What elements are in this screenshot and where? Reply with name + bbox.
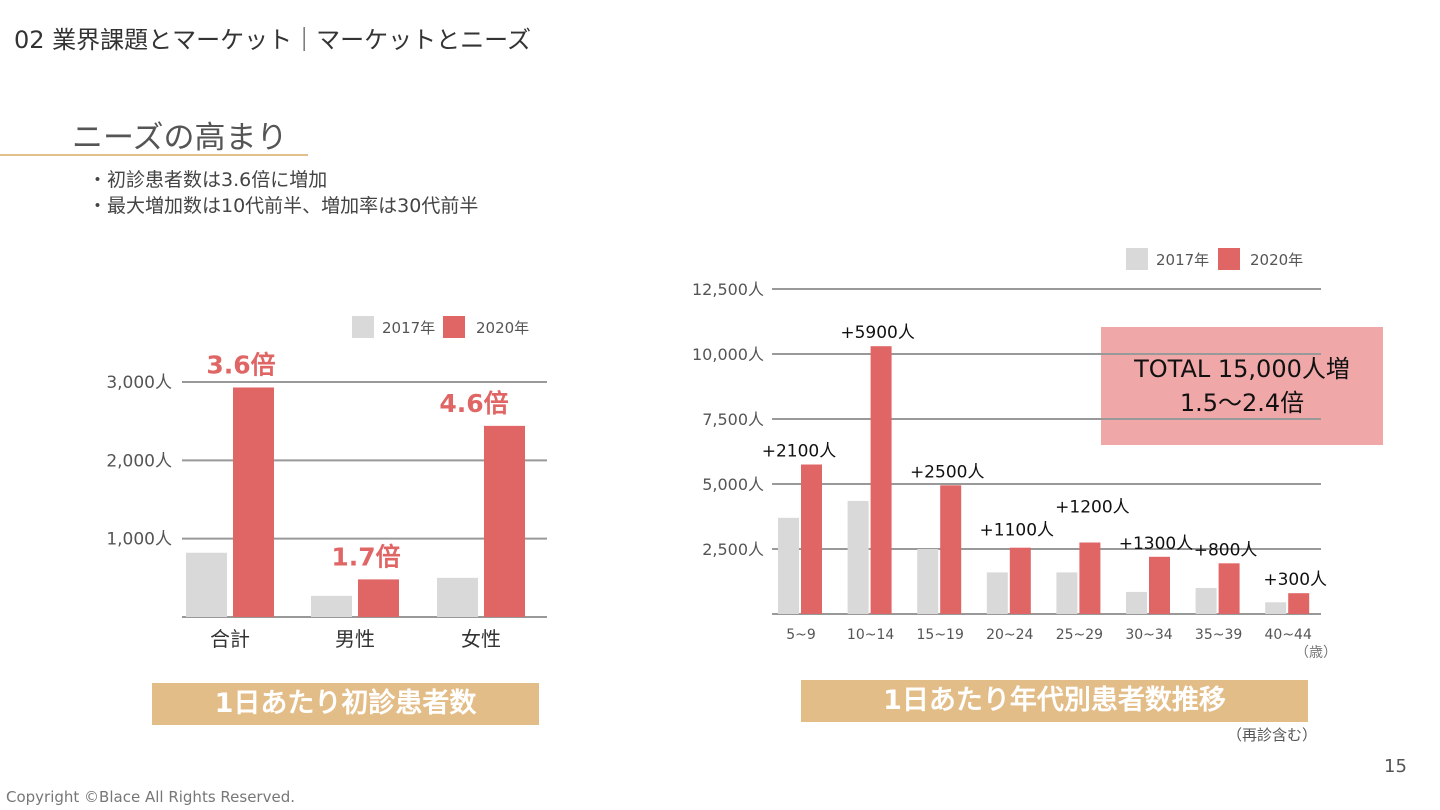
copyright: Copyright ©Blace All Rights Reserved. bbox=[6, 788, 295, 806]
caption-note: （再診含む） bbox=[1227, 726, 1318, 744]
caption-left: 1日あたり初診患者数 bbox=[152, 683, 539, 725]
right-bar-2017 bbox=[986, 572, 1008, 614]
right-x-tick-label: 10~14 bbox=[847, 627, 894, 643]
right-bar-2020 bbox=[1288, 593, 1310, 614]
right-y-tick-label: 5,000人 bbox=[702, 475, 764, 494]
right-increase-label: +1200人 bbox=[1055, 498, 1130, 518]
left-y-tick-label: 3,000人 bbox=[106, 373, 172, 393]
right-x-tick-label: 5~9 bbox=[786, 627, 816, 643]
right-x-tick-label: 25~29 bbox=[1056, 627, 1103, 643]
left-ratio-label: 3.6倍 bbox=[206, 350, 275, 379]
right-y-tick-label: 7,500人 bbox=[702, 410, 764, 429]
caption-right: 1日あたり年代別患者数推移 bbox=[801, 680, 1308, 722]
right-bar-2020 bbox=[1009, 547, 1031, 614]
left-x-tick-label: 合計 bbox=[210, 627, 250, 651]
right-bar-2017 bbox=[1056, 572, 1078, 614]
right-bar-2020 bbox=[940, 485, 962, 614]
right-x-tick-label: 20~24 bbox=[986, 627, 1033, 643]
right-bar-2020 bbox=[1218, 563, 1240, 614]
left-bar-2020 bbox=[484, 425, 525, 617]
left-y-tick-label: 1,000人 bbox=[106, 530, 172, 550]
left-bar-2020 bbox=[233, 387, 274, 617]
right-y-tick-label: 12,500人 bbox=[692, 280, 764, 299]
right-bar-2017 bbox=[1265, 602, 1287, 614]
right-legend-label-2017: 2017年 bbox=[1156, 251, 1209, 269]
right-x-tick-label: 30~34 bbox=[1125, 627, 1172, 643]
right-bar-2017 bbox=[778, 517, 799, 614]
right-increase-label: +1100人 bbox=[980, 521, 1055, 541]
right-increase-label: +2500人 bbox=[910, 462, 985, 482]
right-bar-2020 bbox=[1079, 542, 1101, 614]
right-bar-2017 bbox=[1126, 591, 1147, 614]
right-y-tick-label: 2,500人 bbox=[702, 540, 764, 559]
right-x-tick-label: 40~44 bbox=[1265, 627, 1312, 643]
right-increase-label: +800人 bbox=[1194, 540, 1258, 560]
total-box bbox=[1101, 327, 1383, 445]
left-bar-2020 bbox=[358, 579, 399, 617]
total-text: TOTAL 15,000人増 1.5〜2.4倍 bbox=[1101, 352, 1383, 420]
right-legend-label-2020: 2020年 bbox=[1250, 251, 1303, 269]
left-bar-2017 bbox=[186, 552, 227, 617]
right-x-tick-label: 15~19 bbox=[917, 627, 964, 643]
right-increase-label: +300人 bbox=[1263, 570, 1327, 590]
section-title: ニーズの高まり bbox=[72, 120, 288, 156]
right-bar-2017 bbox=[917, 549, 939, 614]
left-legend-swatch-2020 bbox=[443, 316, 465, 338]
right-bar-2020 bbox=[1149, 556, 1170, 614]
left-ratio-label: 4.6倍 bbox=[439, 389, 508, 418]
left-x-tick-label: 女性 bbox=[461, 627, 501, 651]
page-title: 02 業界課題とマーケット｜マーケットとニーズ bbox=[14, 26, 531, 54]
right-bar-2017 bbox=[847, 500, 869, 614]
left-bar-2017 bbox=[437, 577, 478, 617]
right-increase-label: +2100人 bbox=[762, 442, 837, 462]
right-x-unit: （歳） bbox=[1295, 645, 1337, 661]
right-bar-2020 bbox=[870, 346, 892, 614]
total-line-2: 1.5〜2.4倍 bbox=[1179, 389, 1305, 417]
right-legend-swatch-2020 bbox=[1218, 248, 1240, 270]
left-x-tick-label: 男性 bbox=[335, 627, 375, 651]
left-y-tick-label: 2,000人 bbox=[106, 451, 172, 471]
right-increase-label: +1300人 bbox=[1119, 534, 1194, 554]
bullet-list: ・初診患者数は3.6倍に増加 ・最大増加数は10代前半、増加率は30代前半 bbox=[88, 167, 478, 219]
bullet-item: ・初診患者数は3.6倍に増加 bbox=[88, 169, 328, 191]
left-legend-label-2020: 2020年 bbox=[476, 319, 529, 337]
left-legend-label-2017: 2017年 bbox=[382, 319, 435, 337]
left-bar-2017 bbox=[311, 595, 352, 617]
bullet-item: ・最大増加数は10代前半、増加率は30代前半 bbox=[88, 195, 479, 217]
right-legend-swatch-2017 bbox=[1126, 248, 1148, 270]
right-bar-2017 bbox=[1195, 588, 1217, 614]
section-underline bbox=[0, 154, 308, 156]
right-bar-2020 bbox=[801, 464, 822, 614]
left-legend-swatch-2017 bbox=[352, 316, 374, 338]
right-increase-label: +5900人 bbox=[840, 323, 915, 343]
page-number: 15 bbox=[1384, 756, 1407, 777]
left-ratio-label: 1.7倍 bbox=[331, 542, 400, 571]
right-x-tick-label: 35~39 bbox=[1195, 627, 1242, 643]
right-y-tick-label: 10,000人 bbox=[692, 345, 764, 364]
total-line-1: TOTAL 15,000人増 bbox=[1134, 355, 1350, 383]
